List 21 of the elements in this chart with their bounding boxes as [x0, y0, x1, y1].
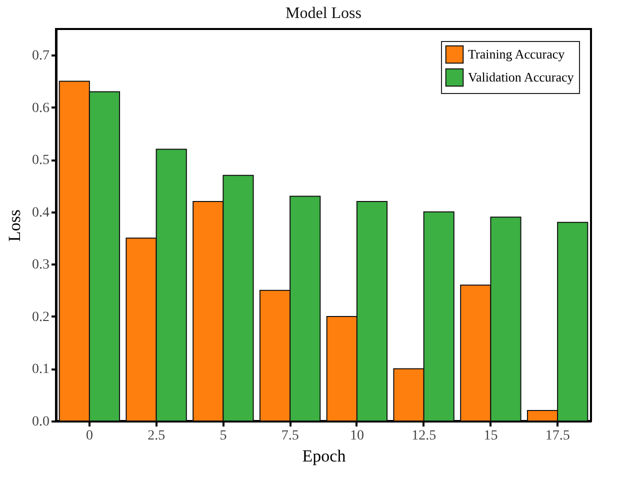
x-tick-label: 2.5 — [148, 428, 166, 444]
x-tick-label: 7.5 — [281, 428, 299, 444]
y-tick-label: 0.4 — [32, 205, 50, 220]
y-tick-label: 0.7 — [32, 48, 50, 64]
chart-title: Model Loss — [286, 5, 362, 22]
y-axis-title: Loss — [5, 209, 24, 242]
y-tick-label: 0.0 — [32, 414, 50, 430]
x-tick-label: 10 — [350, 428, 364, 444]
legend-label: Validation Accuracy — [468, 70, 574, 84]
y-tick-label: 0.5 — [32, 153, 50, 168]
x-tick-label: 5 — [220, 428, 227, 444]
y-tick-label: 0.1 — [32, 362, 50, 378]
y-tick-label: 0.6 — [32, 100, 50, 116]
x-axis-title: Epoch — [302, 446, 346, 466]
x-tick-label: 0 — [86, 428, 93, 444]
x-tick-label: 12.5 — [412, 428, 436, 444]
x-tick-label: 17.5 — [545, 428, 570, 444]
legend-label: Training Accuracy — [468, 46, 566, 62]
y-tick-label: 0.3 — [32, 258, 50, 273]
x-tick-label: 15 — [484, 428, 498, 444]
y-tick-label: 0.2 — [32, 310, 50, 325]
